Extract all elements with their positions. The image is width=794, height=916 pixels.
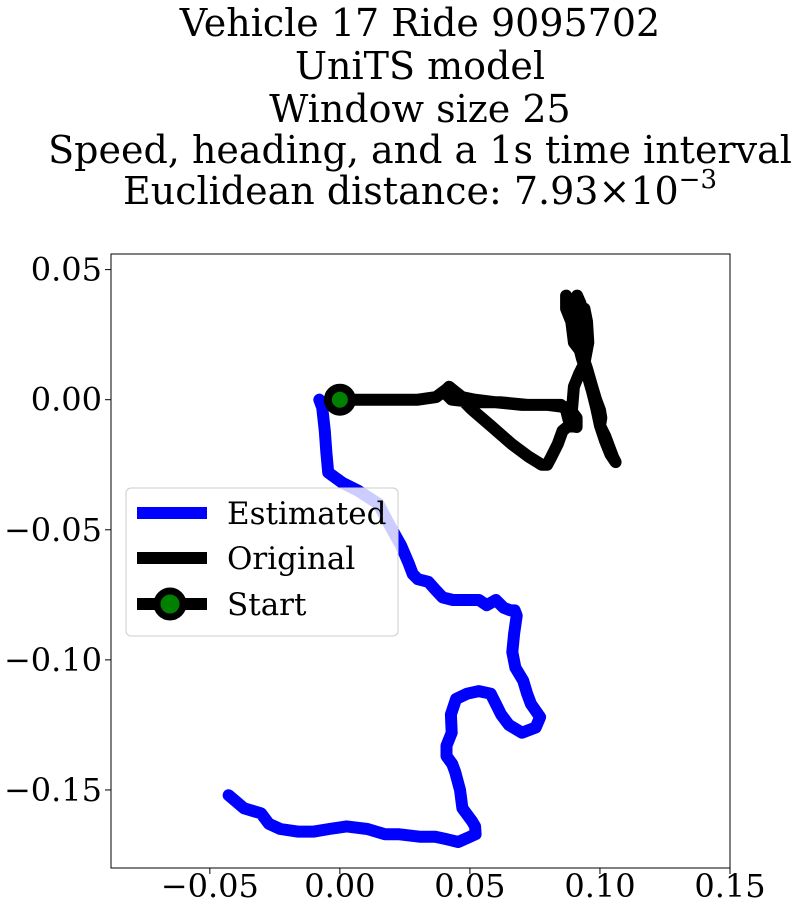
title-line-2: UniTS model [295,44,545,88]
title-line-3: Window size 25 [269,87,570,131]
y-tick-label: 0.05 [31,251,102,289]
series-layer [222,289,622,848]
series-line-original [333,289,622,471]
chart-title: Vehicle 17 Ride 9095702 UniTS model Wind… [48,1,792,213]
x-tick-label: 0.10 [564,867,635,905]
distance-base: 10 [630,169,678,213]
start-marker [323,383,356,416]
axis-ticks: −0.05 0.00 0.05 0.10 0.15 0.05 0.00 −0.05 −0.10 −… [4,251,766,905]
x-tick-label: 0.00 [304,867,375,905]
distance-exponent: −3 [679,165,717,195]
legend: Estimated Original Start [125,487,399,637]
y-tick-label: −0.15 [4,771,102,809]
title-line-1: Vehicle 17 Ride 9095702 [179,1,660,45]
distance-label: Euclidean distance: [123,169,514,213]
x-tick-label: −0.05 [161,867,259,905]
legend-label-original: Original [227,541,355,577]
x-tick-label: 0.15 [694,867,765,905]
distance-times-sign: × [598,169,630,213]
legend-label-estimated: Estimated [227,496,386,532]
plot-area-frame [110,253,731,869]
y-tick-label: −0.10 [4,641,102,679]
legend-label-start: Start [227,587,307,623]
y-tick-label: −0.05 [4,511,102,549]
x-tick-label: 0.05 [434,867,505,905]
title-line-5: Euclidean distance: 7.93×10−3 [123,165,717,213]
y-tick-label: 0.00 [31,381,102,419]
distance-mantissa: 7.93 [514,169,599,213]
title-line-4: Speed, heading, and a 1s time interval [48,128,792,172]
series-line-estimated [222,393,547,848]
legend-swatch-start-marker [153,587,187,621]
